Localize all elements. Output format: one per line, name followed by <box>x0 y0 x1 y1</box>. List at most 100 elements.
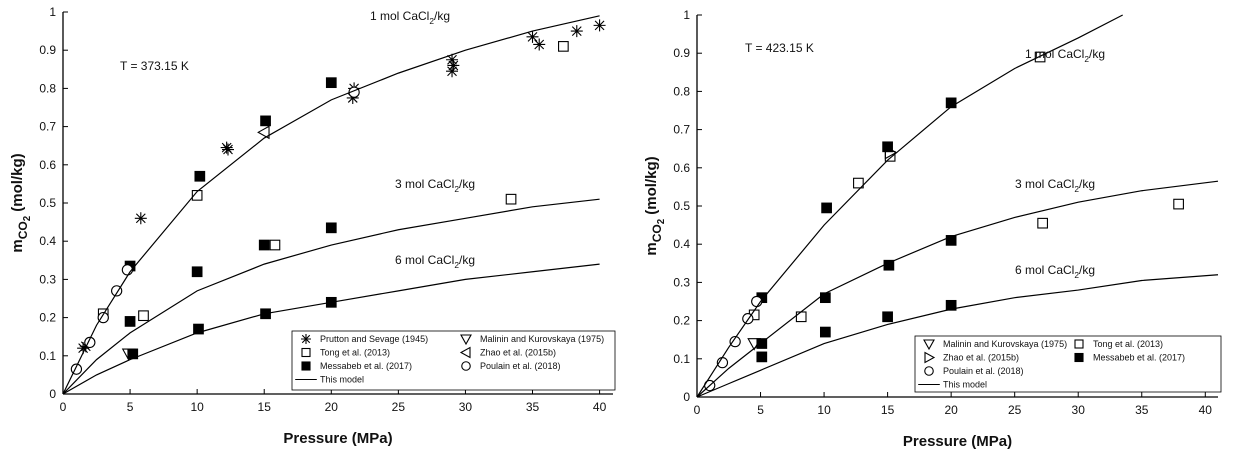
curve-label: 3 mol CaCl2/kg <box>395 177 475 194</box>
model-curve <box>696 14 1123 398</box>
marker-asterisk <box>526 30 539 43</box>
marker-square <box>945 299 957 311</box>
y-tick-label: 0 <box>49 387 56 401</box>
marker-square <box>821 202 832 214</box>
marker-square <box>945 235 957 246</box>
text-part: m <box>9 239 26 252</box>
legend-label: Poulain et al. (2018) <box>943 366 1024 376</box>
y-tick-label: 0.2 <box>673 314 690 328</box>
model-curve <box>696 274 1219 398</box>
curve-label: 1 mol CaCl2/kg <box>1025 47 1105 64</box>
marker-asterisk <box>346 91 359 104</box>
marker-square <box>558 41 569 52</box>
y-axis-title: mCO2 (mol/kg) <box>643 156 667 255</box>
text-part: m <box>643 242 660 255</box>
marker-square <box>191 266 203 278</box>
x-tick-label: 10 <box>817 403 831 417</box>
marker-square <box>756 338 768 349</box>
curve-label: 3 mol CaCl2/kg <box>1015 177 1095 194</box>
y-tick-label: 0.1 <box>39 349 56 363</box>
x-tick-label: 30 <box>1072 403 1086 417</box>
marker-triangle <box>924 351 936 364</box>
curve-label: 1 mol CaCl2/kg <box>370 9 450 26</box>
marker-square <box>325 222 337 234</box>
x-tick-label: 0 <box>60 400 67 414</box>
legend-label: Malinin and Kurovskaya (1975) <box>943 339 1067 349</box>
marker-asterisk <box>570 25 583 38</box>
text-part: (mol/kg) <box>9 153 26 216</box>
x-tick-label: 25 <box>1008 403 1022 417</box>
text-part: 2 <box>429 16 434 26</box>
text-part: 2 <box>454 260 459 270</box>
x-tick-label: 40 <box>593 400 607 414</box>
model-curve <box>62 198 600 395</box>
legend-box <box>914 335 1222 393</box>
x-tick-label: 40 <box>1199 403 1213 417</box>
model-curve <box>62 15 600 395</box>
legend-label: This model <box>320 375 364 385</box>
y-tick-label: 0.9 <box>673 46 690 60</box>
x-tick-label: 35 <box>526 400 540 414</box>
text-part: /kg <box>1079 263 1095 277</box>
marker-square <box>505 193 517 205</box>
marker-triangle <box>460 334 472 346</box>
text-part: /kg <box>459 177 475 191</box>
text-part: 3 mol CaCl <box>395 177 454 191</box>
text-part: 1 mol CaCl <box>370 9 429 23</box>
text-part: (mol/kg) <box>643 156 660 219</box>
y-tick-label: 0.8 <box>39 81 56 95</box>
marker-asterisk <box>593 19 606 32</box>
text-part: 3 mol CaCl <box>1015 177 1074 191</box>
x-tick-label: 0 <box>694 403 701 417</box>
marker-square <box>1074 339 1084 349</box>
y-tick-label: 0.2 <box>39 311 56 325</box>
model-curve <box>62 263 600 395</box>
marker-asterisk <box>447 59 460 72</box>
legend-label: Zhao et al. (2015b) <box>943 353 1019 363</box>
marker-asterisk <box>446 65 459 78</box>
marker-square <box>193 323 204 335</box>
y-tick-label: 0.1 <box>673 352 690 366</box>
y-tick-label: 0.7 <box>673 123 690 137</box>
text-part: 6 mol CaCl <box>395 253 454 267</box>
marker-square <box>819 326 831 338</box>
marker-asterisk <box>134 212 147 225</box>
legend-label: Zhao et al. (2015b) <box>480 348 556 358</box>
y-axis-title: mCO2 (mol/kg) <box>9 153 33 252</box>
marker-square <box>1074 352 1084 363</box>
text-part: 2 <box>656 218 667 224</box>
y-tick-label: 1 <box>49 5 56 19</box>
x-tick-label: 20 <box>325 400 339 414</box>
legend-label: Prutton and Sevage (1945) <box>320 334 428 344</box>
y-tick-label: 0.4 <box>39 234 56 248</box>
marker-square <box>301 347 311 358</box>
legend-label: Malinin and Kurovskaya (1975) <box>480 334 604 344</box>
marker-asterisk <box>446 53 459 66</box>
x-tick-label: 15 <box>258 400 272 414</box>
model-curve <box>696 180 1219 398</box>
y-tick-label: 0 <box>683 390 690 404</box>
marker-asterisk <box>301 334 311 344</box>
marker-square <box>138 310 149 322</box>
x-tick-label: 15 <box>881 403 895 417</box>
marker-circle <box>97 311 109 324</box>
marker-square <box>124 316 136 327</box>
text-part: 1 mol CaCl <box>1025 47 1084 61</box>
y-tick-label: 1 <box>683 8 690 22</box>
y-tick-label: 0.3 <box>39 272 56 286</box>
marker-square <box>882 141 893 153</box>
legend-box <box>291 330 616 391</box>
legend-label: This model <box>943 380 987 390</box>
marker-square <box>191 190 203 201</box>
text-part: 2 <box>1084 54 1089 64</box>
curve-label: 6 mol CaCl2/kg <box>1015 263 1095 280</box>
marker-circle <box>461 361 471 371</box>
legend-label: Messabeb et al. (2017) <box>1093 353 1185 363</box>
y-tick-label: 0.4 <box>673 237 690 251</box>
text-part: CO <box>650 224 664 242</box>
marker-square <box>853 177 864 189</box>
marker-square <box>258 239 270 251</box>
marker-square <box>819 292 831 304</box>
legend-label: Tong et al. (2013) <box>1093 339 1163 349</box>
